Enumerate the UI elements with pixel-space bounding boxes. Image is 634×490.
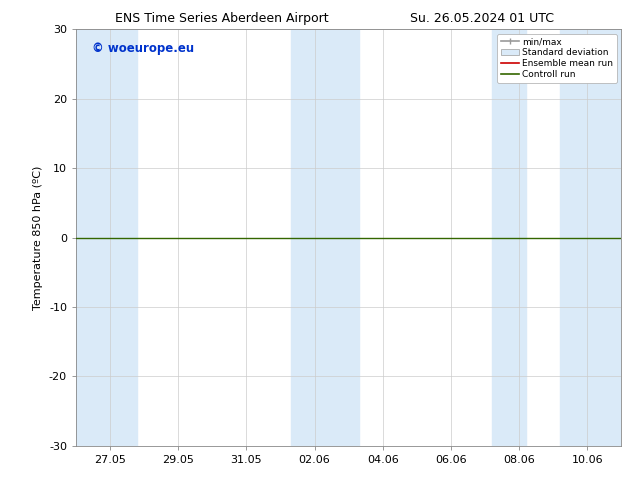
Legend: min/max, Standard deviation, Ensemble mean run, Controll run: min/max, Standard deviation, Ensemble me… [497,34,617,82]
Text: ENS Time Series Aberdeen Airport: ENS Time Series Aberdeen Airport [115,12,328,25]
Bar [560,29,621,446]
Bar [492,29,526,446]
Text: © woeurope.eu: © woeurope.eu [93,42,195,55]
Bar [291,29,359,446]
Y-axis label: Temperature 850 hPa (ºC): Temperature 850 hPa (ºC) [34,166,43,310]
Bar [76,29,138,446]
Text: Su. 26.05.2024 01 UTC: Su. 26.05.2024 01 UTC [410,12,554,25]
